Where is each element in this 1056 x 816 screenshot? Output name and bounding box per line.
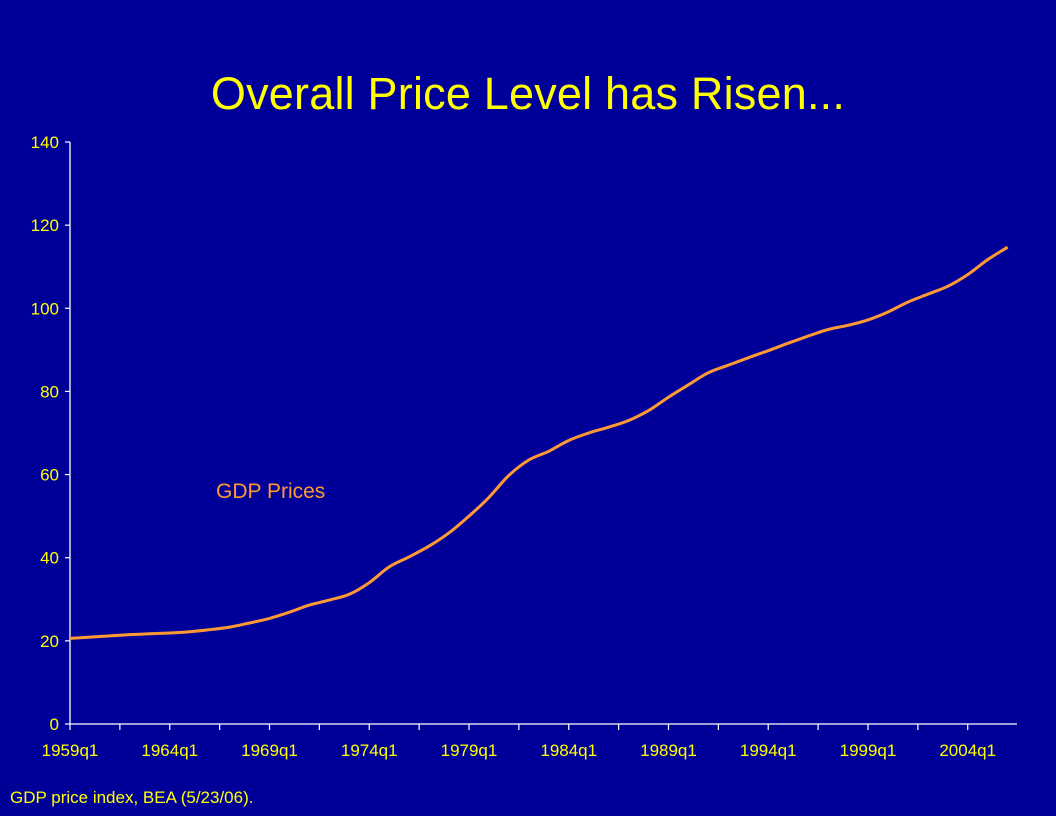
chart-title: Overall Price Level has Risen... — [210, 68, 846, 119]
x-tick-label: 2004q1 — [939, 741, 996, 760]
y-tick-label: 100 — [31, 299, 59, 318]
x-tick-label: 1989q1 — [640, 741, 697, 760]
x-axis-ticks: 1959q1 1964q1 1969q1 1974q1 1979q1 1984q1 1989… — [42, 724, 996, 760]
x-tick-label: 1959q1 — [42, 741, 99, 760]
y-tick-label: 20 — [40, 632, 59, 651]
y-tick-label: 40 — [40, 549, 59, 568]
y-tick-label: 0 — [50, 715, 59, 734]
x-tick-label: 1994q1 — [740, 741, 797, 760]
source-note: GDP price index, BEA (5/23/06). — [10, 788, 254, 807]
x-tick-label: 1984q1 — [540, 741, 597, 760]
x-tick-label: 1974q1 — [341, 741, 398, 760]
y-tick-label: 140 — [31, 133, 59, 152]
series-layer — [69, 245, 1009, 640]
series-line-gdp-prices — [69, 245, 1009, 640]
x-tick-label: 1999q1 — [840, 741, 897, 760]
y-tick-label: 120 — [31, 216, 59, 235]
x-tick-label: 1964q1 — [141, 741, 198, 760]
x-tick-label: 1979q1 — [441, 741, 498, 760]
y-tick-label: 60 — [40, 466, 59, 485]
y-tick-label: 80 — [40, 382, 59, 401]
x-tick-label: 1969q1 — [241, 741, 298, 760]
y-axis-ticks: 0 20 40 60 80 100 120 140 — [31, 133, 70, 734]
series-label-gdp-prices: GDP Prices — [216, 480, 325, 503]
